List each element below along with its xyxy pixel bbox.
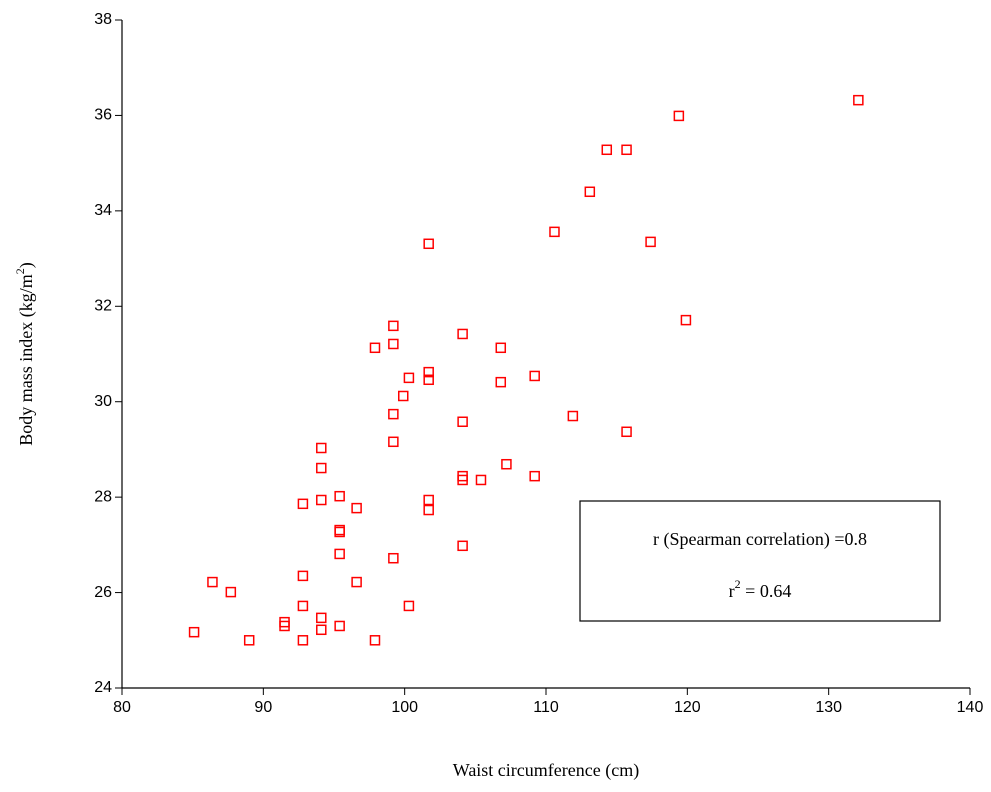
x-tick-label: 120 [674, 699, 701, 716]
point [316, 494, 327, 506]
point [501, 458, 512, 470]
point [549, 226, 560, 238]
point [495, 342, 507, 354]
y-tick-label: 30 [94, 393, 112, 410]
point [680, 314, 692, 326]
point [398, 390, 409, 402]
point [334, 490, 345, 502]
point [403, 372, 415, 384]
point [225, 586, 237, 598]
point [243, 635, 255, 646]
point [529, 470, 540, 482]
point [853, 94, 864, 106]
point [457, 416, 468, 428]
point [388, 320, 399, 332]
point [645, 236, 656, 248]
x-tick-label: 130 [815, 699, 842, 716]
point [316, 624, 327, 636]
point [495, 376, 507, 388]
point [529, 370, 540, 382]
point [423, 504, 434, 516]
y-tick-label: 32 [94, 298, 112, 315]
x-axis-title: Waist circumference (cm) [453, 760, 639, 781]
y-tick-label: 24 [94, 679, 112, 696]
y-tick-label: 34 [94, 202, 112, 219]
x-tick-label: 80 [113, 699, 131, 716]
annotation-sup: 2 [735, 577, 741, 591]
point [369, 342, 381, 354]
point [207, 576, 218, 588]
point [423, 238, 434, 250]
point [457, 540, 468, 552]
point [388, 552, 399, 564]
point [621, 144, 632, 156]
annotation: r2 = 0.64 [729, 577, 792, 601]
point [388, 408, 399, 420]
point [279, 620, 290, 632]
point [457, 328, 468, 340]
point [423, 494, 434, 506]
y-axis-title-part: ) [16, 262, 37, 268]
x-tick-label: 110 [533, 699, 559, 716]
point [388, 338, 399, 350]
point [567, 410, 579, 422]
x-tick-label: 140 [957, 699, 984, 716]
point [334, 620, 345, 632]
y-axis-title: Body mass index (kg/m2) [13, 262, 37, 446]
point [673, 110, 685, 122]
point [297, 600, 309, 612]
point [369, 635, 381, 646]
point [584, 186, 596, 198]
point [316, 462, 327, 474]
annotation-box [579, 500, 941, 622]
point [403, 600, 415, 612]
point [316, 442, 327, 454]
point [334, 548, 345, 560]
point [601, 144, 613, 156]
annotation: r (Spearman correlation) =0.8 [653, 529, 867, 550]
point [316, 612, 327, 624]
y-axis-title-part: Body mass index (kg/m [16, 274, 37, 446]
x-tick-label: 90 [254, 699, 272, 716]
point [351, 502, 362, 514]
point [297, 570, 309, 582]
point [457, 474, 468, 486]
point [188, 626, 200, 638]
point [388, 436, 399, 448]
point [297, 635, 309, 646]
x-tick-label: 100 [391, 699, 418, 716]
point [351, 576, 362, 588]
point [621, 426, 632, 438]
annotation-part: r [729, 581, 735, 601]
y-tick-label: 26 [94, 584, 112, 601]
point [423, 374, 434, 386]
y-tick-label: 36 [94, 107, 112, 124]
point [334, 526, 345, 538]
point [475, 474, 487, 486]
annotation-part: = 0.64 [741, 581, 792, 601]
y-axis-title-sup: 2 [13, 268, 27, 274]
point [297, 498, 309, 510]
point [423, 366, 434, 378]
y-tick-label: 38 [94, 11, 112, 28]
y-tick-label: 28 [94, 488, 112, 505]
